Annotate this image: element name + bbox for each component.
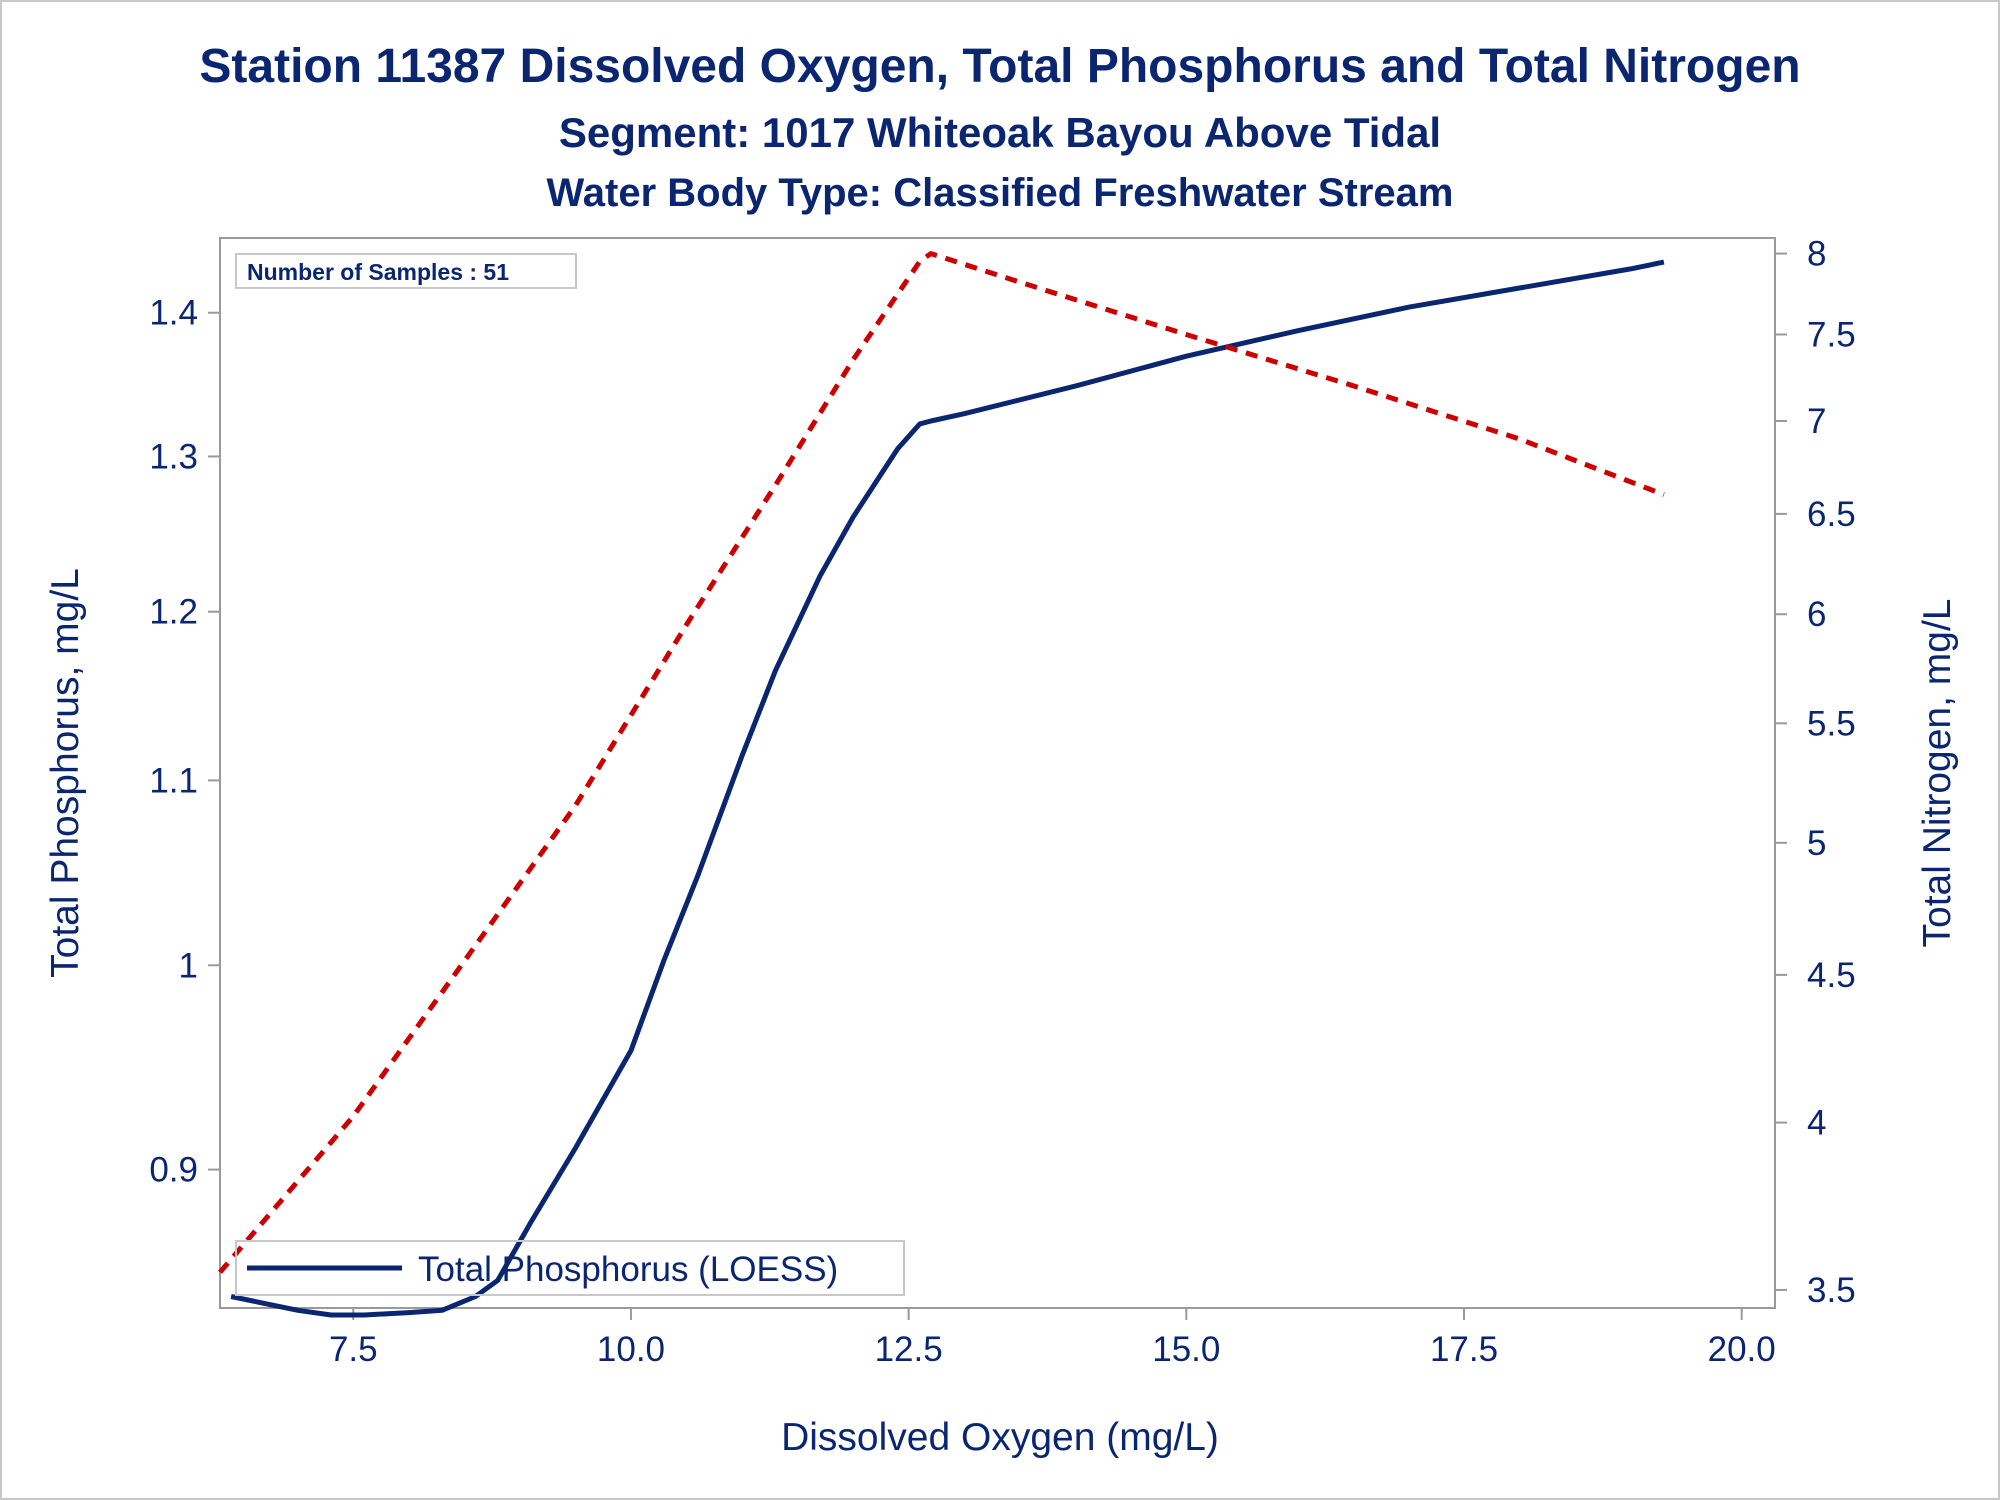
series-line-total-nitrogen [218, 251, 1665, 1274]
chart-subtitle-segment: Segment: 1017 Whiteoak Bayou Above Tidal [559, 109, 1441, 156]
y2-tick-label: 8 [1807, 235, 1826, 274]
samples-inset-box [235, 253, 577, 289]
chart-subtitle-waterbody: Water Body Type: Classified Freshwater S… [547, 171, 1454, 215]
y2-tick-label: 6 [1807, 595, 1826, 634]
y2-tick-label: 7.5 [1807, 315, 1856, 354]
plot-frame [219, 237, 1776, 1309]
legend: Total Phosphorus (LOESS) [235, 1240, 905, 1296]
samples-inset: Number of Samples : 51 [235, 253, 577, 289]
x-tick-label: 7.5 [329, 1330, 378, 1369]
y2-tick-label: 3.5 [1807, 1271, 1856, 1310]
chart-title: Station 11387 Dissolved Oxygen, Total Ph… [199, 40, 1800, 93]
y-tick-label: 1.2 [149, 593, 198, 632]
y2-tick-label: 5 [1807, 824, 1826, 863]
legend-label-phosphorus: Total Phosphorus (LOESS) [418, 1250, 838, 1289]
y-tick-label: 0.9 [149, 1151, 198, 1190]
y2-tick-label: 4.5 [1807, 956, 1856, 995]
y-tick-label: 1 [179, 946, 198, 985]
samples-count-label: Number of Samples : 51 [247, 259, 509, 285]
y-tick-label: 1.3 [149, 437, 198, 476]
x-tick-label: 12.5 [875, 1330, 943, 1369]
x-axis-label: Dissolved Oxygen (mg/L) [781, 1416, 1219, 1459]
y-axis-right: 3.5 4 4.5 5 5.5 6 6.5 7 7.5 8 [1775, 235, 1856, 1310]
y-tick-label: 1.1 [149, 761, 198, 800]
legend-box [235, 1240, 905, 1296]
y-axis-label: Total Phosphorus, mg/L [44, 568, 87, 978]
x-tick-label: 20.0 [1708, 1330, 1776, 1369]
series-line-total-phosphorus [230, 259, 1665, 1318]
x-tick-label: 17.5 [1430, 1330, 1498, 1369]
y2-tick-label: 5.5 [1807, 704, 1856, 743]
x-axis: 7.5 10.0 12.5 15.0 17.5 20.0 [329, 1308, 1776, 1369]
y2-axis-label: Total Nitrogen, mg/L [1916, 598, 1959, 947]
y-tick-label: 1.4 [149, 294, 198, 333]
x-tick-label: 15.0 [1152, 1330, 1220, 1369]
y2-tick-label: 6.5 [1807, 495, 1856, 534]
y2-tick-label: 4 [1807, 1104, 1826, 1143]
y-axis-left: 0.9 1 1.1 1.2 1.3 1.4 [149, 294, 220, 1190]
x-tick-label: 10.0 [597, 1330, 665, 1369]
series-layer [218, 251, 1665, 1318]
y2-tick-label: 7 [1807, 402, 1826, 441]
